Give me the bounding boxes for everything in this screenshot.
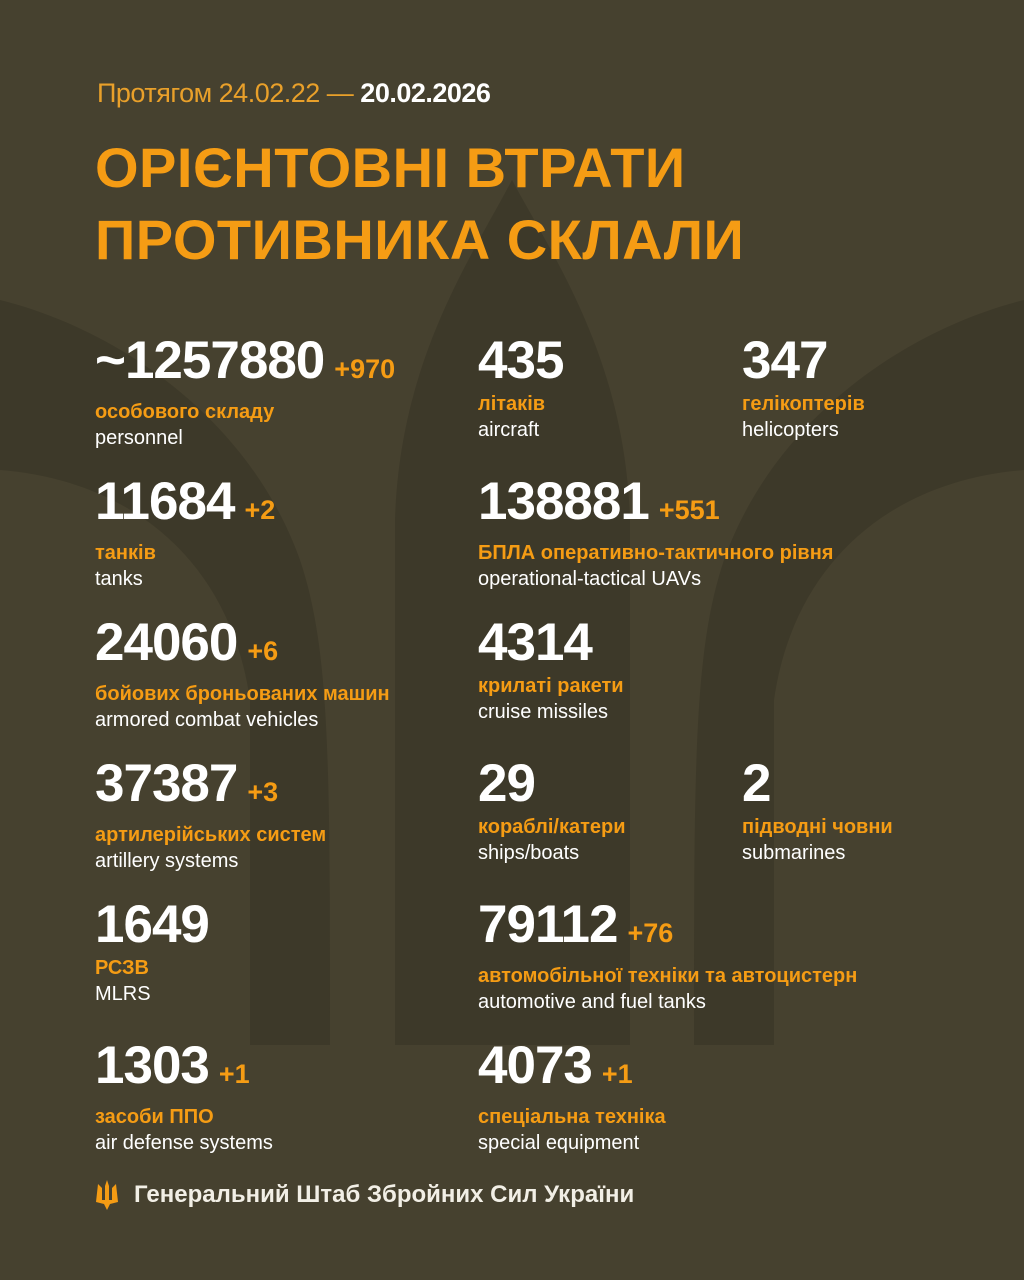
- stat-value: 4314: [478, 613, 593, 672]
- footer: Генеральний Штаб Збройних Сил України: [96, 1180, 634, 1210]
- stat-label-ua: літаків: [478, 393, 546, 415]
- stat-label-en: air defense systems: [95, 1132, 273, 1154]
- stat-delta: +3: [247, 777, 279, 807]
- stat-item: 4073 +1 спеціальна техніка special equipm…: [478, 1037, 666, 1155]
- stat-item: 24060 +6 бойових броньованих машин armore…: [95, 614, 390, 732]
- stat-delta: +6: [247, 636, 279, 666]
- stat-item: 37387 +3 артилерійських систем artillery …: [95, 755, 326, 873]
- stat-label-en: cruise missiles: [478, 701, 609, 723]
- stat-label-ua: спеціальна техніка: [478, 1106, 666, 1128]
- stat-label-en: tanks: [95, 568, 143, 590]
- stat-delta: +970: [334, 354, 396, 384]
- stat-label-ua: БПЛА оперативно-тактичного рівня: [478, 542, 834, 564]
- stat-value: 37387 +3: [95, 754, 279, 813]
- stat-label-ua: автомобільної техніки та автоцистерн: [478, 965, 858, 987]
- stat-delta: +76: [627, 918, 674, 948]
- stat-delta: +1: [218, 1059, 250, 1089]
- stat-value: 29: [478, 754, 536, 813]
- stat-label-en: aircraft: [478, 419, 540, 441]
- stat-item: ~1257880 +970 особового складу personnel: [95, 332, 395, 450]
- stat-delta: +2: [244, 495, 276, 525]
- trident-icon: [96, 1180, 118, 1210]
- stat-item: 138881 +551 БПЛА оперативно-тактичного рі…: [478, 473, 833, 591]
- stat-item: 4314 крилаті ракети cruise missiles: [478, 614, 624, 724]
- stat-label-en: artillery systems: [95, 850, 239, 872]
- stat-label-ua: кораблі/катери: [478, 816, 626, 838]
- stat-item: 347 гелікоптерів helicopters: [742, 332, 865, 442]
- stat-value: 11684 +2: [95, 472, 276, 531]
- page-title: ОРІЄНТОВНІ ВТРАТИ ПРОТИВНИКА СКЛАЛИ: [95, 136, 745, 271]
- stat-item: 1649 РСЗВ MLRS: [95, 895, 210, 1006]
- stat-label-en: armored combat vehicles: [95, 709, 319, 731]
- stat-value: 435: [478, 331, 564, 390]
- stat-value: ~1257880 +970: [95, 331, 396, 390]
- stat-value: 347: [742, 331, 828, 390]
- stat-label-en: MLRS: [95, 983, 151, 1005]
- stat-item: 79112 +76 автомобільної техніки та автоци…: [478, 896, 857, 1014]
- stat-item: 435 літаків aircraft: [478, 331, 564, 442]
- stat-delta: +1: [601, 1059, 633, 1089]
- stat-label-en: personnel: [95, 427, 183, 449]
- stat-item: 2 підводні човни submarines: [742, 755, 893, 865]
- stat-label-en: automotive and fuel tanks: [478, 991, 706, 1013]
- stat-value: 2: [742, 754, 772, 813]
- stat-label-ua: особового складу: [95, 401, 275, 423]
- stat-label-ua: гелікоптерів: [742, 393, 865, 415]
- period-label: Протягом 24.02.22 — 20.02.2026: [97, 78, 491, 108]
- stat-label-ua: підводні човни: [742, 816, 893, 838]
- stat-label-en: helicopters: [742, 419, 839, 441]
- stat-label-ua: РСЗВ: [95, 957, 149, 979]
- stat-value: 138881 +551: [478, 472, 720, 531]
- stat-item: 11684 +2 танків tanks: [95, 473, 275, 591]
- stat-label-en: submarines: [742, 842, 846, 864]
- stat-item: 29 кораблі/катери ships/boats: [478, 755, 626, 865]
- stat-value: 79112 +76: [478, 895, 674, 954]
- stat-delta: +551: [658, 495, 720, 525]
- stat-label-ua: танків: [95, 542, 156, 564]
- stat-label-ua: бойових броньованих машин: [95, 683, 390, 705]
- stat-label-ua: артилерійських систем: [95, 824, 327, 846]
- stat-value: 4073 +1: [478, 1036, 633, 1095]
- stat-value: 1649: [95, 895, 210, 954]
- period-end-date: 20.02.2026: [360, 78, 491, 108]
- stat-value: 24060 +6: [95, 613, 279, 672]
- stat-label-en: special equipment: [478, 1132, 640, 1154]
- stat-label-en: ships/boats: [478, 842, 580, 864]
- stat-value: 1303 +1: [95, 1036, 250, 1095]
- stat-label-en: operational-tactical UAVs: [478, 568, 702, 590]
- stat-label-ua: засоби ППО: [95, 1106, 214, 1128]
- stat-label-ua: крилаті ракети: [478, 675, 624, 697]
- stat-item: 1303 +1 засоби ППО air defense systems: [95, 1037, 273, 1155]
